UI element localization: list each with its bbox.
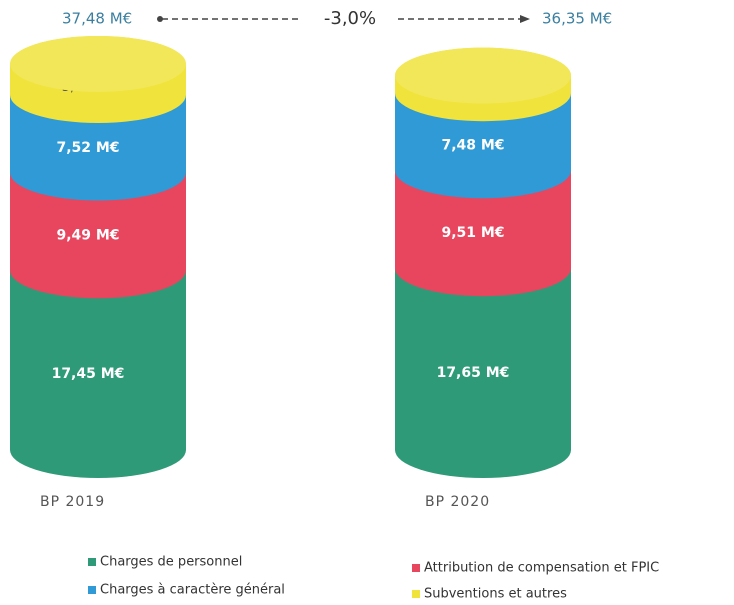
bar-top <box>10 35 186 92</box>
value-label: 7,48 M€ <box>441 138 504 154</box>
x-tick-label: BP 2020 <box>425 494 490 510</box>
arrow-head <box>520 15 530 23</box>
legend-swatch <box>88 586 96 594</box>
change-label: -3,0% <box>324 8 376 29</box>
value-label: 17,65 M€ <box>437 365 510 381</box>
total-label: 36,35 M€ <box>542 10 612 28</box>
arrow-start <box>157 16 163 22</box>
legend-label: Attribution de compensation et FPIC <box>424 561 659 576</box>
bar-segment <box>395 240 571 478</box>
value-label: 17,45 M€ <box>52 366 125 382</box>
value-label: 7,52 M€ <box>56 140 119 156</box>
bar-segment <box>10 242 186 478</box>
value-label: 9,51 M€ <box>441 225 504 241</box>
value-label: 9,49 M€ <box>56 227 119 243</box>
legend-swatch <box>412 564 420 572</box>
legend-label: Charges de personnel <box>100 555 242 570</box>
total-label: 37,48 M€ <box>62 10 132 28</box>
legend-swatch <box>88 558 96 566</box>
legend-label: Subventions et autres <box>424 587 567 602</box>
x-tick-label: BP 2019 <box>40 494 105 510</box>
legend-label: Charges à caractère général <box>100 583 285 598</box>
legend-swatch <box>412 590 420 598</box>
bar-top <box>395 47 571 104</box>
